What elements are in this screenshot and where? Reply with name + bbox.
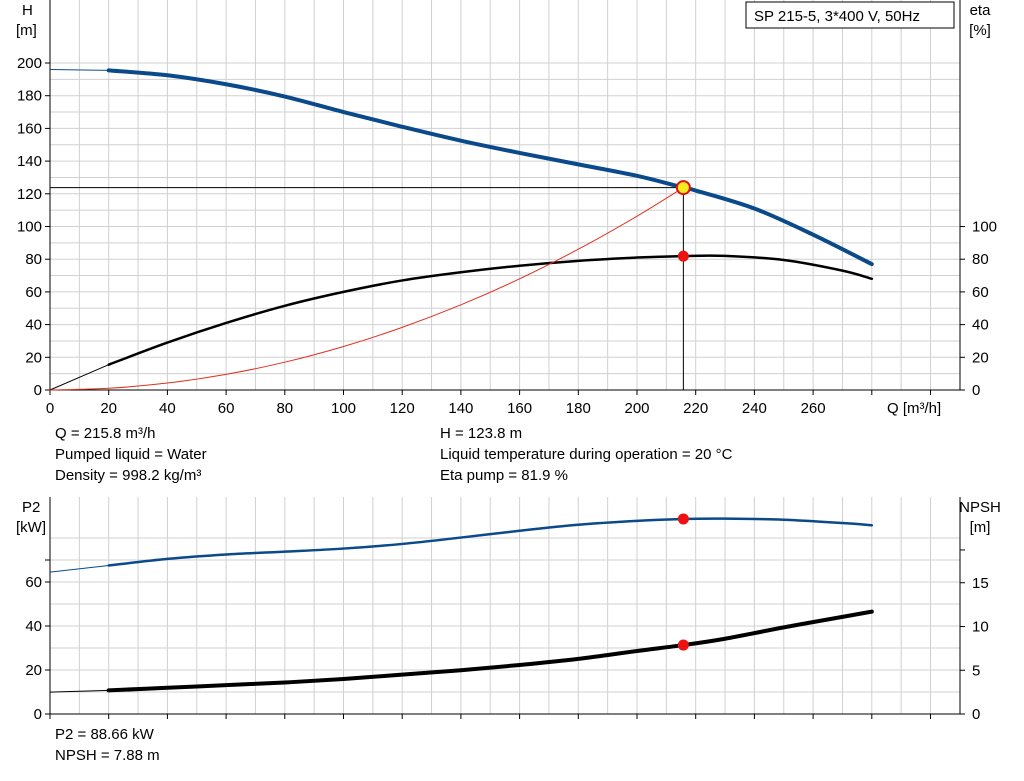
y-right-tick-label: 0 [972, 382, 980, 399]
eta-operating-marker [677, 250, 689, 262]
y-right-tick-label: 15 [972, 575, 989, 592]
y-left-tick-label: 20 [25, 349, 42, 366]
x-tick-label: 140 [448, 400, 473, 417]
p2-lead-in [49, 565, 109, 573]
npsh-lead-in [49, 689, 109, 693]
npsh-curve [106, 609, 874, 693]
x-tick-label: 0 [46, 400, 54, 417]
x-tick-label: 20 [100, 400, 117, 417]
y-right-axis-label: eta [970, 2, 992, 19]
y-left-tick-label: 20 [25, 662, 42, 679]
y-left-tick-label: 40 [25, 618, 42, 635]
y-left-tick-label: 100 [17, 219, 42, 236]
y-right-axis-unit: [%] [969, 22, 991, 39]
info-block-right: H = 123.8 m Liquid temperature during op… [440, 423, 732, 486]
x-tick-label: 160 [507, 400, 532, 417]
npsh-operating-marker [677, 639, 689, 651]
y-right-tick-label: 100 [972, 219, 997, 236]
info-block-left: Q = 215.8 m³/h Pumped liquid = Water Den… [55, 423, 207, 486]
x-tick-label: 80 [276, 400, 293, 417]
x-axis-label: Q [m³/h] [887, 400, 941, 417]
y-left-tick-label: 160 [17, 120, 42, 137]
y-left-tick-label: 180 [17, 88, 42, 105]
x-tick-label: 40 [159, 400, 176, 417]
density-readout: Density = 998.2 kg/m³ [55, 467, 202, 484]
y-right-tick-label: 40 [972, 317, 989, 334]
y-left-axis-unit: [kW] [16, 519, 46, 536]
y-left-tick-label: 120 [17, 186, 42, 203]
x-tick-label: 60 [218, 400, 235, 417]
y-left-tick-label: 200 [17, 55, 42, 72]
title-box [745, 1, 955, 29]
lower-panel: 0 20 40 60 0 5 10 15 P2 [kW] NPSH [m] [16, 497, 1001, 723]
y-right-axis-unit: [m] [970, 519, 991, 536]
h-lead-in [49, 69, 109, 71]
y-right-tick-label: 20 [972, 349, 989, 366]
y-left-tick-label: 140 [17, 153, 42, 170]
pumped-liquid-readout: Pumped liquid = Water [55, 446, 207, 463]
chart-title: SP 215-5, 3*400 V, 50Hz [754, 8, 920, 25]
y-left-tick-label: 60 [25, 574, 42, 591]
npsh-readout: NPSH = 7.88 m [55, 747, 160, 764]
y-right-tick-label: 10 [972, 619, 989, 636]
h-curve [106, 68, 874, 267]
x-tick-label: 200 [624, 400, 649, 417]
y-left-tick-label: 40 [25, 317, 42, 334]
p2-curve [107, 517, 874, 567]
y-right-axis-label: NPSH [959, 499, 1001, 516]
duty-point-marker [675, 180, 691, 196]
flow-readout: Q = 215.8 m³/h [55, 425, 156, 442]
y-left-tick-label: 60 [25, 284, 42, 301]
y-left-tick-label: 0 [34, 382, 42, 399]
system-curve-curve [49, 187, 684, 391]
eta-curve [107, 254, 874, 366]
y-left-axis-unit: [m] [16, 22, 37, 39]
eta-pump-readout: Eta pump = 81.9 % [440, 467, 568, 484]
eta-lead-in [49, 364, 109, 391]
x-tick-label: 100 [331, 400, 356, 417]
x-tick-label: 180 [566, 400, 591, 417]
y-right-tick-label: 80 [972, 251, 989, 268]
y-left-tick-label: 0 [34, 706, 42, 723]
p2-operating-marker [677, 513, 689, 525]
main-panel: 0 20 40 60 80 100 120 140 160 180 200 0 20 40 60 80 100 0… [16, 0, 997, 417]
info-block-bottom: P2 = 88.66 kW NPSH = 7.88 m [55, 724, 160, 766]
head-readout: H = 123.8 m [440, 425, 523, 442]
x-tick-label: 120 [390, 400, 415, 417]
x-tick-label: 240 [742, 400, 767, 417]
y-right-tick-label: 60 [972, 284, 989, 301]
liquid-temperature-readout: Liquid temperature during operation = 20… [440, 446, 733, 463]
y-left-tick-label: 80 [25, 251, 42, 268]
y-left-axis-label: P2 [22, 499, 40, 516]
x-tick-label: 220 [683, 400, 708, 417]
y-left-axis-label: H [22, 2, 33, 19]
y-right-tick-label: 5 [972, 662, 980, 679]
y-right-tick-label: 0 [972, 706, 980, 723]
x-tick-label: 260 [801, 400, 826, 417]
p2-readout: P2 = 88.66 kW [55, 726, 154, 743]
